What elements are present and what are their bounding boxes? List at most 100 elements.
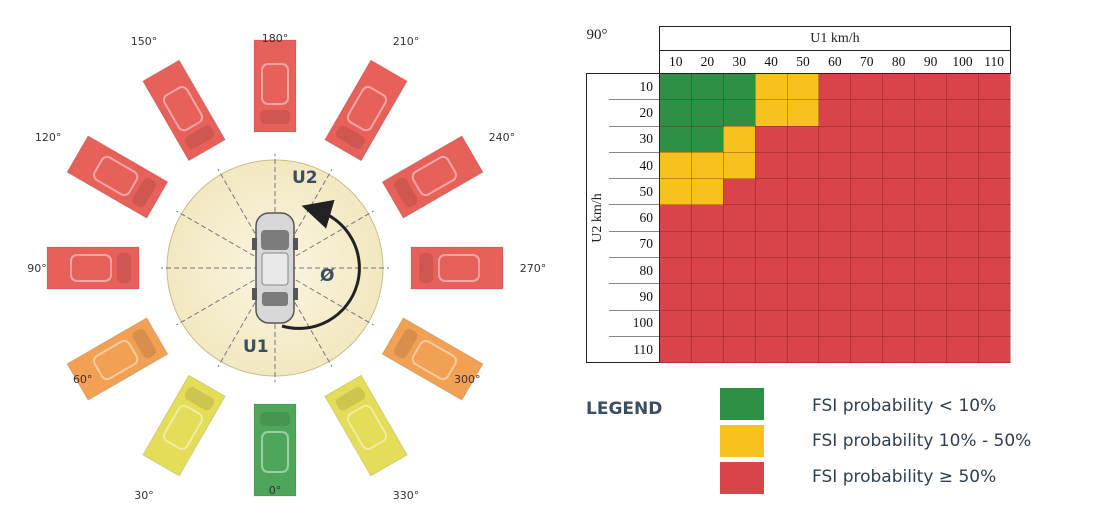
angle-label-90: 90° <box>27 262 47 275</box>
matrix-cell-10-60 <box>818 72 852 101</box>
u2-speed-90: 90 <box>609 283 660 311</box>
angle-label-330: 330° <box>393 489 420 502</box>
matrix-cell-60-20 <box>690 204 724 232</box>
matrix-cell-100-70 <box>850 309 884 337</box>
matrix-cell-10-70 <box>850 72 884 101</box>
matrix-cell-90-110 <box>977 283 1011 311</box>
matrix-cell-10-90 <box>914 72 948 101</box>
u1-speed-20: 20 <box>691 50 724 74</box>
matrix-cell-110-60 <box>818 335 852 364</box>
matrix-cell-70-10 <box>659 230 692 259</box>
legend-swatch-red <box>720 462 764 494</box>
matrix-cell-60-90 <box>914 204 948 232</box>
matrix-cell-110-80 <box>882 335 916 364</box>
angle-label-150: 150° <box>131 35 158 48</box>
matrix-cell-80-110 <box>977 257 1011 285</box>
matrix-cell-30-60 <box>818 125 852 153</box>
legend-swatch-yellow <box>720 425 764 457</box>
u1-speed-100: 100 <box>946 50 979 74</box>
matrix-cell-110-20 <box>690 335 724 364</box>
matrix-cell-60-100 <box>946 204 979 232</box>
angle-label-30: 30° <box>134 489 154 502</box>
matrix-row: 40 <box>587 151 1011 180</box>
matrix-row: 100 <box>587 309 1011 337</box>
matrix-row: 60 <box>587 204 1011 232</box>
matrix-cell-50-10 <box>659 178 692 206</box>
u2-speed-30: 30 <box>609 125 660 153</box>
matrix-cell-90-60 <box>818 283 852 311</box>
matrix-cell-50-20 <box>690 178 724 206</box>
u2-speed-60: 60 <box>609 204 660 232</box>
matrix-cell-90-80 <box>882 283 916 311</box>
matrix-cell-70-70 <box>850 230 884 259</box>
matrix-corner-label: 90° <box>586 26 608 43</box>
u2-label: U2 <box>292 168 318 188</box>
matrix-row: 70 <box>587 230 1011 259</box>
u1-speed-90: 90 <box>914 50 947 74</box>
matrix-cell-10-100 <box>946 72 979 101</box>
vehicle-90-deg <box>46 246 140 290</box>
u1-axis-title: U1 km/h <box>659 26 1011 51</box>
matrix-cell-40-70 <box>850 151 884 180</box>
matrix-cell-100-50 <box>786 309 820 337</box>
u2-speed-40: 40 <box>609 151 660 179</box>
matrix-cell-100-100 <box>946 309 979 337</box>
angle-arrow <box>281 199 361 330</box>
legend-label-green: FSI probability < 10% <box>812 396 997 416</box>
matrix-cell-40-40 <box>754 151 788 180</box>
matrix-cell-40-20 <box>690 151 724 180</box>
matrix-cell-110-110 <box>977 335 1011 364</box>
matrix-cell-20-110 <box>977 99 1011 127</box>
u1-speed-110: 110 <box>978 50 1011 74</box>
phi-label: Ø <box>320 266 334 286</box>
matrix-cell-20-80 <box>882 99 916 127</box>
matrix-cell-20-60 <box>818 99 852 127</box>
matrix-cell-20-90 <box>914 99 948 127</box>
matrix-cell-110-100 <box>946 335 979 364</box>
fsi-matrix-table: 90° U1 km/h 10 20 30 40 50 60 70 80 90 100 110 U2 … <box>586 26 1011 364</box>
vehicle-60-deg <box>66 317 169 401</box>
matrix-cell-70-90 <box>914 230 948 259</box>
matrix-cell-40-60 <box>818 151 852 180</box>
matrix-cell-70-30 <box>722 230 756 259</box>
matrix-cell-20-50 <box>786 99 820 127</box>
matrix-cell-40-30 <box>722 151 756 180</box>
legend: LEGEND FSI probability < 10% FSI probabi… <box>586 388 1106 508</box>
matrix-cell-50-30 <box>722 178 756 206</box>
matrix-cell-60-60 <box>818 204 852 232</box>
matrix-cell-40-10 <box>659 151 692 180</box>
matrix-cell-100-30 <box>722 309 756 337</box>
matrix-cell-30-20 <box>690 125 724 153</box>
matrix-cell-90-40 <box>754 283 788 311</box>
impact-angle-diagram: U2 U1 Ø 0° 30° 60° 90° 120° 150° 180° 210° 240° 2… <box>27 32 546 502</box>
matrix-cell-30-110 <box>977 125 1011 153</box>
matrix-cell-10-30 <box>722 72 756 101</box>
matrix-cell-10-20 <box>690 72 724 101</box>
matrix-cell-50-80 <box>882 178 916 206</box>
vehicle-150-deg <box>142 59 226 162</box>
vehicle-120-deg <box>66 135 169 219</box>
matrix-cell-70-110 <box>977 230 1011 259</box>
matrix-cell-80-30 <box>722 257 756 285</box>
matrix-cell-110-70 <box>850 335 884 364</box>
matrix-cell-110-10 <box>659 335 692 364</box>
matrix-cell-110-50 <box>786 335 820 364</box>
u2-axis-title: U2 km/h <box>586 72 609 364</box>
matrix-cell-100-60 <box>818 309 852 337</box>
matrix-cell-50-100 <box>946 178 979 206</box>
matrix-cell-10-40 <box>754 72 788 101</box>
u1-speed-80: 80 <box>882 50 915 74</box>
matrix-cell-30-100 <box>946 125 979 153</box>
u1-speed-40: 40 <box>755 50 788 74</box>
matrix-row: U2 km/h 10 <box>586 72 1011 364</box>
matrix-row: 90 <box>587 283 1011 311</box>
matrix-cell-30-50 <box>786 125 820 153</box>
matrix-cell-10-80 <box>882 72 916 101</box>
u1-speed-60: 60 <box>818 50 851 74</box>
u2-speed-110: 110 <box>609 335 660 364</box>
u2-speed-50: 50 <box>609 178 660 205</box>
matrix-cell-50-40 <box>754 178 788 206</box>
matrix-cell-30-40 <box>754 125 788 153</box>
u1-speed-70: 70 <box>850 50 883 74</box>
matrix-cell-30-30 <box>722 125 756 153</box>
